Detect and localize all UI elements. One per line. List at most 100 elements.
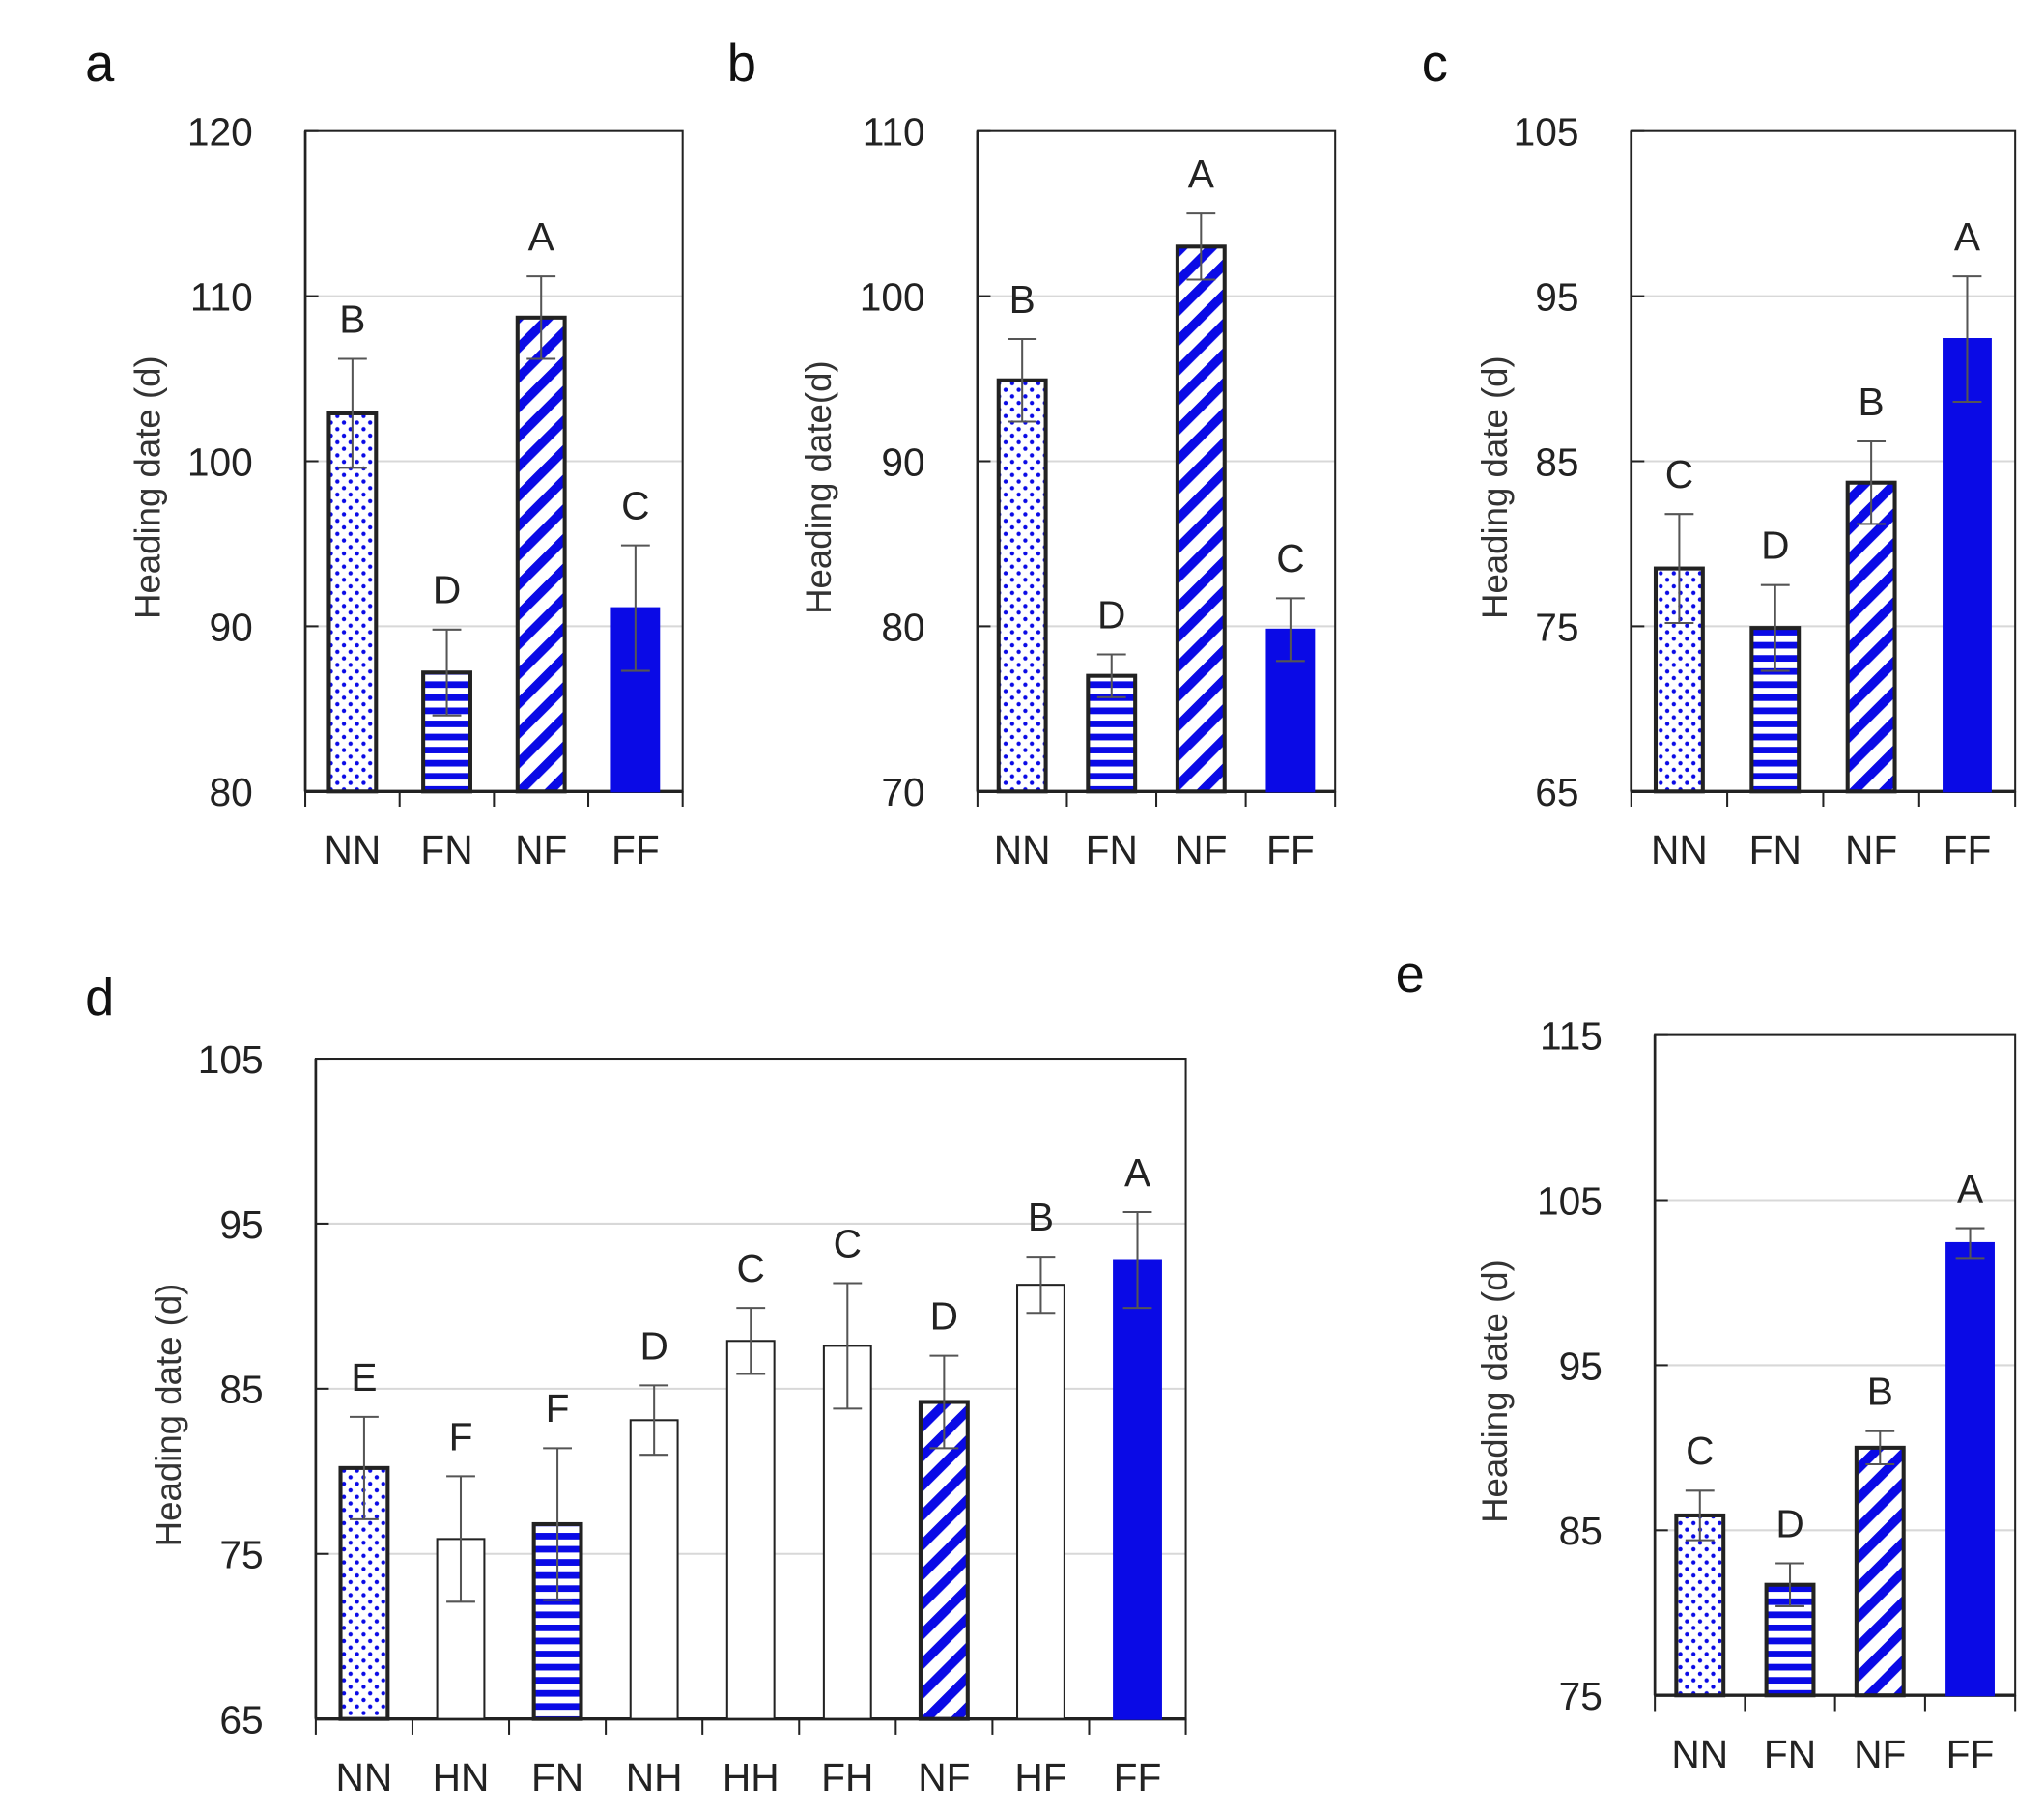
significance-letter: D: [1775, 1501, 1803, 1545]
significance-letter: C: [1665, 452, 1693, 496]
y-axis-label: Heading date (d): [1475, 1260, 1515, 1523]
y-tick-label: 95: [1535, 275, 1578, 320]
significance-letter: B: [1859, 380, 1885, 424]
x-tick-label: HH: [723, 1755, 780, 1799]
y-tick-label: 70: [881, 770, 924, 814]
bar-ff: [1945, 1241, 1995, 1697]
y-tick-label: 75: [1559, 1674, 1603, 1718]
x-tick-label: NN: [1671, 1732, 1728, 1776]
bar-nf: [1175, 244, 1227, 794]
y-tick-label: 80: [210, 770, 253, 814]
y-tick-label: 95: [219, 1203, 263, 1247]
significance-letter: D: [930, 1294, 958, 1339]
y-tick-label: 105: [1514, 110, 1579, 155]
panel-label-a: a: [85, 35, 115, 93]
significance-letter: D: [1761, 524, 1789, 568]
bar-ff: [1113, 1259, 1162, 1720]
significance-letter: D: [1097, 592, 1125, 637]
x-tick-label: FF: [611, 828, 660, 872]
significance-letter: A: [528, 214, 555, 259]
y-tick-label: 95: [1559, 1344, 1603, 1388]
panel-label-b: b: [727, 35, 756, 93]
x-tick-label: NN: [336, 1755, 393, 1799]
x-tick-label: HN: [433, 1755, 490, 1799]
y-axis-label: Heading date (d): [149, 1284, 188, 1547]
significance-letter: A: [1188, 152, 1215, 196]
y-tick-label: 105: [198, 1037, 264, 1082]
significance-letter: B: [1028, 1195, 1054, 1239]
y-tick-label: 85: [1559, 1509, 1603, 1553]
x-tick-label: NH: [626, 1755, 683, 1799]
x-tick-label: HF: [1014, 1755, 1066, 1799]
y-tick-label: 100: [860, 275, 925, 320]
significance-letter: A: [1957, 1166, 1984, 1210]
x-tick-label: FH: [821, 1755, 873, 1799]
significance-letter: D: [433, 568, 461, 612]
y-tick-label: 90: [881, 439, 924, 484]
bar-nf: [515, 315, 567, 794]
panel-label-d: d: [85, 969, 114, 1027]
y-tick-label: 110: [863, 110, 925, 155]
bar-hh: [725, 1340, 776, 1720]
x-tick-label: FN: [531, 1755, 583, 1799]
x-tick-label: NN: [324, 828, 381, 872]
y-tick-label: 100: [187, 439, 253, 484]
panel-label-c: c: [1422, 35, 1448, 93]
x-tick-label: FN: [1086, 828, 1138, 872]
significance-letter: A: [1954, 214, 1981, 259]
bar-nn: [1674, 1513, 1726, 1698]
x-tick-label: FN: [420, 828, 472, 872]
bar-nn: [326, 411, 379, 794]
significance-letter: B: [339, 297, 365, 341]
significance-letter: B: [1867, 1370, 1893, 1414]
y-tick-label: 110: [190, 275, 253, 320]
bar-nf: [1854, 1445, 1906, 1698]
x-tick-label: NF: [918, 1755, 970, 1799]
bar-nn: [996, 378, 1048, 794]
x-tick-label: FF: [1946, 1732, 1995, 1776]
y-tick-label: 90: [210, 605, 253, 649]
y-tick-label: 105: [1537, 1178, 1603, 1223]
significance-letter: B: [1009, 277, 1036, 322]
bar-nf: [918, 1400, 970, 1721]
significance-letter: A: [1124, 1150, 1151, 1195]
significance-letter: C: [1686, 1429, 1714, 1473]
x-tick-label: FF: [1944, 828, 1992, 872]
significance-letter: F: [449, 1414, 473, 1458]
significance-letter: C: [737, 1246, 765, 1290]
x-tick-label: FF: [1114, 1755, 1162, 1799]
y-tick-label: 75: [219, 1533, 263, 1577]
significance-letter: D: [639, 1323, 667, 1368]
y-axis-label: Heading date(d): [799, 360, 838, 614]
y-axis-label: Heading date (d): [1475, 355, 1515, 619]
y-tick-label: 80: [881, 605, 924, 649]
y-tick-label: 65: [1535, 770, 1578, 814]
x-tick-label: NF: [1854, 1732, 1906, 1776]
panel-label-e: e: [1396, 946, 1425, 1004]
bar-nh: [629, 1419, 679, 1720]
y-tick-label: 85: [1535, 439, 1578, 484]
significance-letter: C: [621, 484, 649, 528]
x-tick-label: NN: [994, 828, 1051, 872]
x-tick-label: NF: [1845, 828, 1897, 872]
significance-letter: F: [546, 1386, 570, 1430]
y-tick-label: 75: [1535, 605, 1578, 649]
x-tick-label: FF: [1266, 828, 1315, 872]
x-tick-label: NN: [1651, 828, 1708, 872]
y-tick-label: 85: [219, 1368, 263, 1412]
y-tick-label: 65: [219, 1698, 263, 1742]
bar-ff: [1943, 338, 1992, 793]
x-tick-label: FN: [1749, 828, 1802, 872]
y-tick-label: 115: [1540, 1014, 1603, 1059]
significance-letter: C: [1276, 536, 1304, 580]
bar-hf: [1016, 1284, 1065, 1720]
x-tick-label: NF: [515, 828, 567, 872]
significance-letter: E: [351, 1355, 377, 1400]
bar-nf: [1845, 480, 1897, 794]
x-tick-label: FN: [1764, 1732, 1816, 1776]
x-tick-label: NF: [1175, 828, 1227, 872]
y-tick-label: 120: [187, 110, 253, 155]
y-axis-label: Heading date (d): [128, 355, 167, 619]
significance-letter: C: [834, 1221, 862, 1265]
